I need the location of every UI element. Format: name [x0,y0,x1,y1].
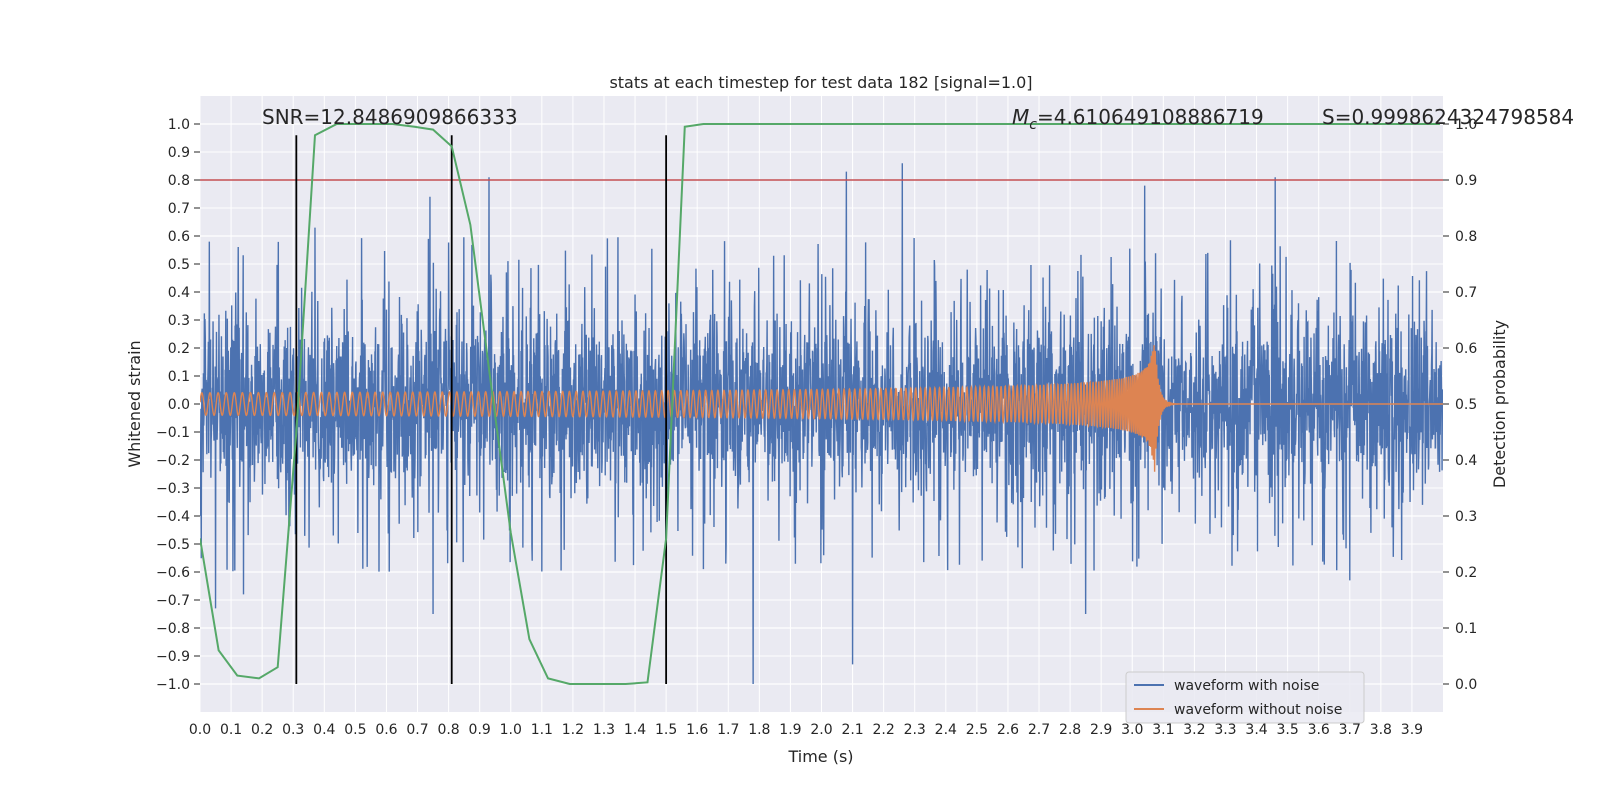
y2-tick-label: 0.8 [1455,229,1477,245]
y-tick-label: 0.6 [168,229,190,245]
legend-box [1125,671,1365,724]
y2-tick-label: 0.5 [1455,397,1477,413]
y2-tick-label: 0.3 [1455,509,1477,525]
y-tick-label: −0.2 [156,453,190,469]
x-tick-label: 3.1 [1152,722,1174,738]
x-tick-label: 3.3 [1214,722,1236,738]
y-tick-label: 1.0 [168,117,190,133]
x-tick-label: 0.9 [469,722,491,738]
x-tick-label: 2.1 [841,722,863,738]
x-tick-label: 0.6 [375,722,397,738]
y2-axis-label: Detection probability [1490,320,1509,488]
x-tick-label: 2.6 [997,722,1019,738]
legend-label-waveform-with-noise: waveform with noise [1174,678,1319,694]
chirp-mass-symbol: M [1012,105,1029,129]
x-tick-label: 1.1 [531,722,553,738]
x-tick-label: 3.6 [1308,722,1330,738]
y-tick-label: −1.0 [156,677,190,693]
x-tick-label: 0.5 [344,722,366,738]
x-tick-label: 0.0 [189,722,211,738]
snr-annotation: SNR=12.8486909866333 [262,105,518,129]
x-tick-label: 1.8 [748,722,770,738]
y2-tick-label: 0.6 [1455,341,1477,357]
x-tick-label: 1.5 [655,722,677,738]
y2-tick-label: 0.2 [1455,565,1477,581]
y2-tick-label: 0.7 [1455,285,1477,301]
y-tick-label: 0.5 [168,257,190,273]
chart-title: stats at each timestep for test data 182… [609,73,1032,92]
x-tick-label: 1.3 [593,722,615,738]
y-tick-label: 0.9 [168,145,190,161]
vertical-lines [295,135,668,684]
x-tick-label: 3.7 [1339,722,1361,738]
x-tick-label: 3.5 [1276,722,1298,738]
x-tick-label: 1.2 [562,722,584,738]
y-tick-label: −0.5 [156,537,190,553]
y2-tick-label: 1.0 [1455,117,1477,133]
x-tick-label: 0.1 [220,722,242,738]
x-tick-label: 2.4 [935,722,957,738]
x-tick-label: 1.0 [500,722,522,738]
y-tick-labels: 1.0 0.9 0.8 0.7 0.6 0.5 0.4 0.3 0.2 0.1 0.0 −0.1 −0.… [156,117,200,693]
legend: waveform with noise waveform without noi… [1125,671,1365,724]
y-tick-label: 0.3 [168,313,190,329]
x-tick-label: 0.8 [437,722,459,738]
chirp-mass-subscript: c [1029,117,1037,133]
y-tick-label: −0.1 [156,425,190,441]
x-tick-label: 2.9 [1090,722,1112,738]
x-tick-label: 3.0 [1121,722,1143,738]
y-tick-label: −0.8 [156,621,190,637]
y-tick-label: −0.6 [156,565,190,581]
y2-tick-label: 0.4 [1455,453,1477,469]
x-tick-label: 0.7 [406,722,428,738]
y-tick-label: 0.7 [168,201,190,217]
x-tick-label: 3.2 [1183,722,1205,738]
series-detection-probability-line [200,123,1440,685]
y-tick-label: 0.0 [168,397,190,413]
x-axis-label: Time (s) [787,747,853,766]
x-tick-label: 2.7 [1028,722,1050,738]
x-tick-label: 3.8 [1370,722,1392,738]
y-tick-label: 0.4 [168,285,190,301]
x-tick-label: 2.2 [873,722,895,738]
x-tick-label: 2.8 [1059,722,1081,738]
y2-tick-label: 0.0 [1455,677,1477,693]
x-tick-label: 0.3 [282,722,304,738]
y2-tick-label: 0.1 [1455,621,1477,637]
y-tick-label: 0.2 [168,341,190,357]
s-annotation: S=0.9998624324798584 [1322,105,1574,129]
x-tick-label: 2.5 [966,722,988,738]
x-tick-label: 2.0 [810,722,832,738]
x-tick-label: 3.4 [1245,722,1267,738]
x-tick-label: 1.6 [686,722,708,738]
y2-tick-label: 0.9 [1455,173,1477,189]
x-tick-label: 1.4 [624,722,646,738]
x-tick-labels: 0.0 0.1 0.2 0.3 0.4 0.5 0.6 0.7 0.8 0.9 1.0 1.1 1.2 1… [189,722,1423,738]
x-tick-label: 0.4 [313,722,335,738]
series-waveform-without-noise-line [200,345,1443,472]
chirp-mass-value: =4.610649108886719 [1037,105,1264,129]
y-tick-label: −0.9 [156,649,190,665]
y-tick-label: −0.7 [156,593,190,609]
y2-tick-labels: 1.0 0.9 0.8 0.7 0.6 0.5 0.4 0.3 0.2 0.1 0.0 [1443,117,1477,693]
x-tick-label: 3.9 [1401,722,1423,738]
legend-label-waveform-without-noise: waveform without noise [1174,702,1342,718]
x-tick-label: 1.7 [717,722,739,738]
x-tick-label: 0.2 [251,722,273,738]
x-tick-label: 1.9 [779,722,801,738]
y-tick-label: −0.4 [156,509,190,525]
y-tick-label: 0.8 [168,173,190,189]
y-tick-label: 0.1 [168,369,190,385]
y-tick-label: −0.3 [156,481,190,497]
x-tick-label: 2.3 [904,722,926,738]
chirp-mass-annotation: Mc=4.610649108886719 [1012,105,1264,133]
y-axis-label: Whitened strain [125,340,144,467]
